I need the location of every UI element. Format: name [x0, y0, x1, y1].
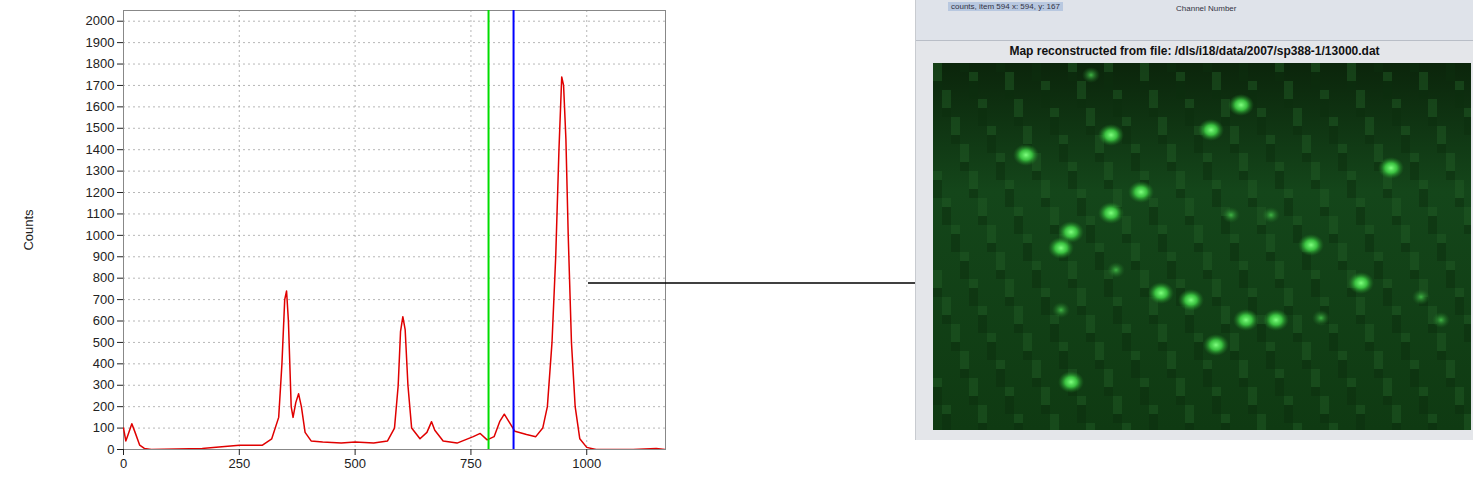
svg-text:0: 0	[107, 442, 114, 457]
svg-text:2000: 2000	[86, 13, 115, 28]
svg-text:500: 500	[344, 456, 366, 471]
svg-text:400: 400	[93, 356, 115, 371]
svg-text:200: 200	[93, 399, 115, 414]
svg-text:1300: 1300	[86, 163, 115, 178]
svg-text:500: 500	[93, 335, 115, 350]
svg-text:1000: 1000	[572, 456, 601, 471]
svg-text:250: 250	[228, 456, 250, 471]
svg-text:1400: 1400	[86, 142, 115, 157]
svg-text:100: 100	[93, 420, 115, 435]
svg-text:Counts: Counts	[21, 209, 36, 251]
svg-text:1200: 1200	[86, 185, 115, 200]
svg-text:600: 600	[93, 313, 115, 328]
svg-text:900: 900	[93, 249, 115, 264]
svg-text:750: 750	[460, 456, 482, 471]
html-text:Channel Number: Channel Number	[1176, 4, 1237, 13]
svg-text:1500: 1500	[86, 120, 115, 135]
svg-text:300: 300	[93, 377, 115, 392]
svg-text:1100: 1100	[87, 206, 115, 221]
svg-text:1600: 1600	[86, 99, 115, 114]
svg-text:1700: 1700	[86, 78, 115, 93]
svg-text:0: 0	[120, 456, 127, 471]
html-text:Map reconstructed from file: /: Map reconstructed from file: /dls/i18/da…	[1009, 44, 1380, 58]
svg-text:1000: 1000	[86, 228, 115, 243]
svg-text:700: 700	[93, 292, 115, 307]
svg-text:1900: 1900	[86, 35, 115, 50]
svg-text:1800: 1800	[86, 56, 115, 71]
svg-text:800: 800	[93, 270, 115, 285]
html-text:counts, item 594 x: 594, y: 16: counts, item 594 x: 594, y: 167	[951, 2, 1060, 11]
